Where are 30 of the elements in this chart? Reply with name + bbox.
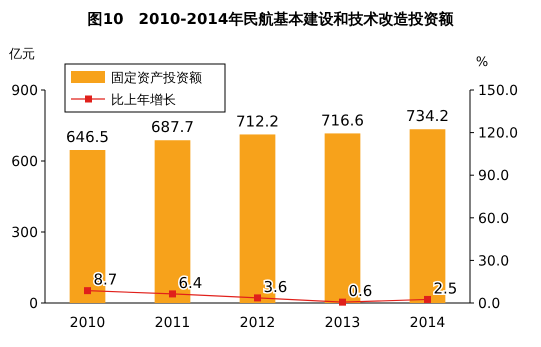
y2-tick-label: 60.0 — [478, 210, 510, 227]
chart-title: 图10 2010-2014年民航基本建设和技术改造投资额 — [88, 10, 454, 28]
y2-tick-label: 90.0 — [478, 168, 510, 184]
data-label: 687.7 — [151, 118, 194, 136]
legend-label: 比上年增长 — [111, 93, 176, 108]
data-label: 712.2 — [236, 112, 279, 130]
point — [84, 287, 91, 294]
y2-tick-label: 30.0 — [478, 253, 510, 270]
y2-axis-title: % — [476, 55, 488, 70]
y2-tick-label: 150.0 — [478, 83, 518, 99]
y-axis-title: 亿元 — [8, 47, 35, 62]
y-tick-label: 0 — [29, 296, 38, 312]
y2-tick-label: 120.0 — [478, 126, 518, 142]
point — [424, 296, 431, 303]
data-label: 734.2 — [406, 107, 449, 126]
x-tick-label: 2011 — [154, 315, 190, 331]
data-label: 646.5 — [66, 128, 109, 146]
y2-tick-label: 0.0 — [478, 296, 500, 312]
y-tick-label: 600 — [11, 154, 38, 170]
point — [339, 298, 346, 306]
point — [254, 294, 261, 302]
data-label: 716.6 — [321, 111, 364, 130]
x-tick-label: 2012 — [240, 315, 276, 331]
point — [169, 290, 176, 298]
legend-label: 固定资产投资额 — [111, 71, 202, 86]
x-tick-label: 2014 — [410, 315, 446, 331]
y-tick-label: 900 — [11, 83, 38, 99]
x-tick-label: 2010 — [70, 315, 106, 331]
x-tick-label: 2013 — [324, 315, 360, 331]
y-tick-label: 300 — [11, 225, 38, 241]
